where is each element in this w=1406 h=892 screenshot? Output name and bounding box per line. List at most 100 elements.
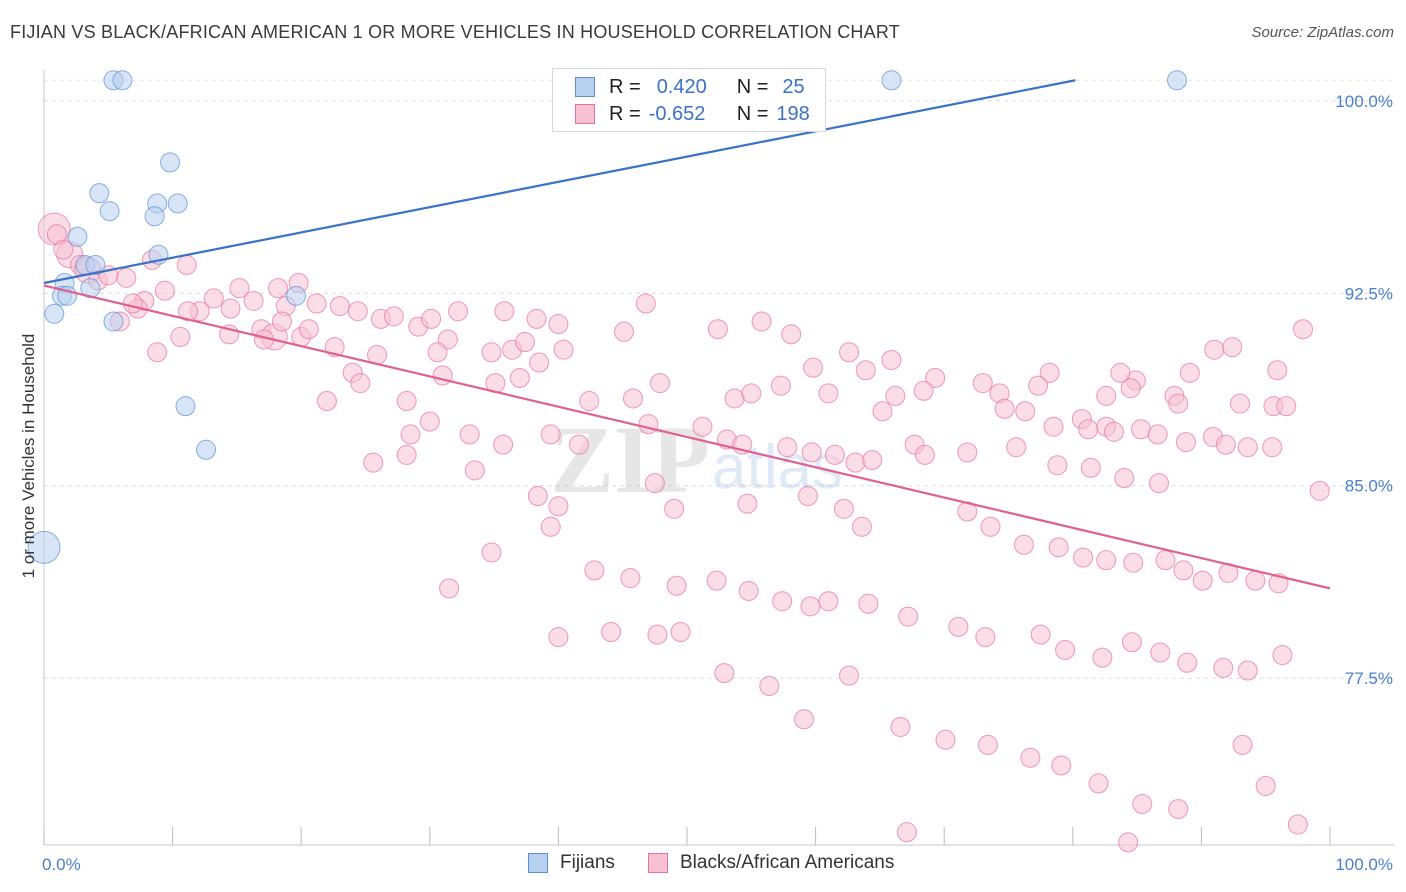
bottom-legend-black: Blacks/African Americans — [648, 852, 894, 874]
data-point — [1130, 419, 1151, 440]
data-point — [67, 226, 88, 247]
data-point — [1237, 660, 1258, 681]
data-point — [622, 388, 643, 409]
data-point — [803, 357, 824, 378]
data-point — [1173, 560, 1194, 581]
data-point — [1006, 437, 1027, 458]
data-point — [670, 622, 691, 643]
data-point — [1262, 437, 1283, 458]
data-point — [540, 516, 561, 537]
legend-n-value-fijians: 25 — [782, 75, 805, 98]
data-point — [824, 444, 845, 465]
data-point — [948, 616, 969, 637]
data-point — [1043, 416, 1064, 437]
data-point — [396, 444, 417, 465]
data-point — [579, 391, 600, 412]
data-point — [464, 460, 485, 481]
data-point — [1267, 360, 1288, 381]
data-point — [898, 606, 919, 627]
data-point — [914, 444, 935, 465]
data-point — [896, 822, 917, 843]
data-point — [724, 388, 745, 409]
chart-source: Source: ZipAtlas.com — [1251, 24, 1394, 41]
data-point — [1309, 480, 1330, 501]
data-point — [53, 239, 74, 260]
data-point — [419, 411, 440, 432]
data-point — [1192, 570, 1213, 591]
x-tick-label: 100.0% — [1335, 855, 1393, 874]
data-point — [741, 383, 762, 404]
bottom-legend-label-fijians: Fijians — [560, 852, 615, 873]
data-point — [692, 416, 713, 437]
data-point — [160, 152, 181, 173]
trend-lines — [43, 79, 1331, 590]
data-point — [271, 311, 292, 332]
data-point — [635, 293, 656, 314]
data-point — [1204, 339, 1225, 360]
data-point — [548, 627, 569, 648]
data-point — [913, 380, 934, 401]
watermark-zip: ZIP — [550, 406, 710, 513]
data-point — [568, 434, 589, 455]
data-point — [839, 665, 860, 686]
data-point — [427, 342, 448, 363]
data-point — [1047, 455, 1068, 476]
data-point — [957, 442, 978, 463]
data-point — [1028, 375, 1049, 396]
data-point — [666, 575, 687, 596]
data-point — [1150, 642, 1171, 663]
data-point — [347, 301, 368, 322]
data-point — [706, 570, 727, 591]
data-point — [175, 396, 196, 417]
data-point — [797, 485, 818, 506]
data-point — [89, 183, 110, 204]
data-point — [872, 401, 893, 422]
data-point — [154, 280, 175, 301]
data-point — [1245, 570, 1266, 591]
data-point — [664, 498, 685, 519]
data-point — [176, 255, 197, 276]
data-point — [1255, 775, 1276, 796]
legend: R = 0.420 N = 25 R = -0.652 N = 198 — [552, 68, 826, 132]
data-point — [858, 593, 879, 614]
data-point — [167, 193, 188, 214]
data-point — [122, 293, 143, 314]
data-point — [1166, 70, 1187, 91]
data-point — [1096, 550, 1117, 571]
data-point — [1213, 657, 1234, 678]
data-point — [1155, 550, 1176, 571]
y-axis-title: 1 or more Vehicles in Household — [19, 334, 38, 579]
data-point — [1015, 401, 1036, 422]
data-point — [99, 201, 120, 222]
data-point — [1092, 647, 1113, 668]
data-point — [178, 301, 199, 322]
data-point — [548, 496, 569, 517]
data-point — [350, 373, 371, 394]
data-point — [772, 591, 793, 612]
data-point — [44, 303, 65, 324]
data-point — [1121, 632, 1142, 653]
data-point — [714, 663, 735, 684]
legend-n-value-black: 198 — [776, 102, 810, 125]
data-point — [112, 70, 133, 91]
data-point — [1080, 457, 1101, 478]
data-point — [855, 360, 876, 381]
data-point — [481, 542, 502, 563]
data-point — [329, 296, 350, 317]
data-point — [738, 580, 759, 601]
bottom-legend-swatch-fijians — [528, 853, 548, 873]
trend-line-black — [43, 284, 1331, 590]
data-point — [1148, 473, 1169, 494]
data-point — [220, 298, 241, 319]
data-point — [439, 578, 460, 599]
legend-n-label: N = — [736, 102, 769, 125]
y-tick-label: 100.0% — [1335, 92, 1393, 111]
data-point — [1237, 437, 1258, 458]
data-point — [980, 516, 1001, 537]
data-point — [1215, 434, 1236, 455]
data-point — [1020, 747, 1041, 768]
data-point — [116, 267, 137, 288]
legend-swatch-black — [575, 104, 595, 124]
data-point — [839, 342, 860, 363]
